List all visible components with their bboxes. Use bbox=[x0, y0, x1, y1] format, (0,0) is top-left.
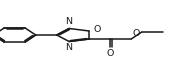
Text: O: O bbox=[132, 29, 140, 38]
Text: O: O bbox=[107, 49, 114, 58]
Text: N: N bbox=[65, 17, 72, 26]
Text: N: N bbox=[65, 43, 72, 52]
Text: O: O bbox=[93, 25, 100, 34]
